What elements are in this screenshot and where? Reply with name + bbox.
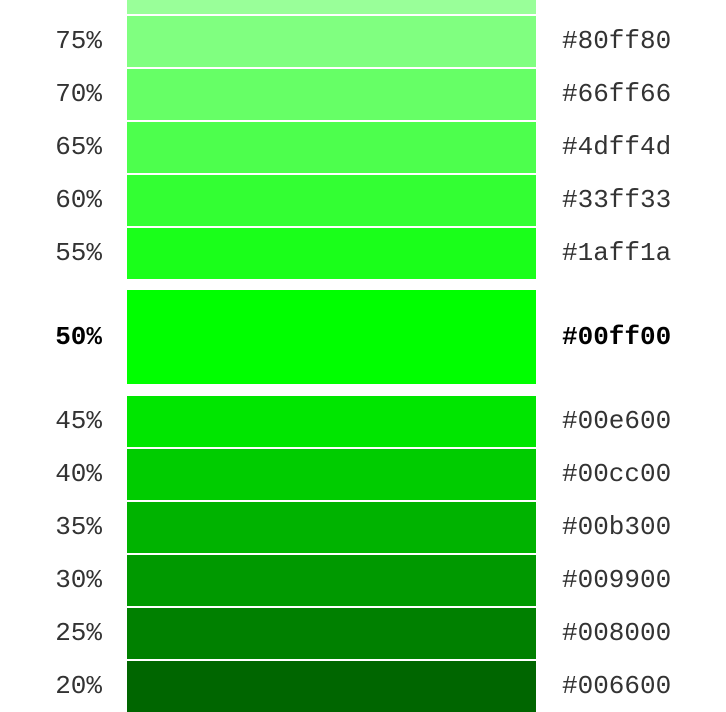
- percent-label: 75%: [55, 26, 102, 56]
- swatch-row-30: 30% #009900: [0, 555, 726, 606]
- percent-label: 25%: [55, 618, 102, 648]
- swatch-row-45: 45% #00e600: [0, 396, 726, 447]
- percent-label-base: 50%: [55, 322, 102, 352]
- hex-code: #66ff66: [562, 79, 672, 109]
- color-swatch[interactable]: [127, 449, 536, 500]
- swatch-row-70: 70% #66ff66: [0, 69, 726, 120]
- color-swatch[interactable]: [127, 661, 536, 712]
- percent-label: 70%: [55, 79, 102, 109]
- hex-code: #4dff4d: [562, 132, 672, 162]
- hex-code: #006600: [562, 671, 672, 701]
- hex-code: #008000: [562, 618, 672, 648]
- percent-label: 20%: [55, 671, 102, 701]
- color-swatch[interactable]: [127, 16, 536, 67]
- swatch-row-60: 60% #33ff33: [0, 175, 726, 226]
- hex-code: #00cc00: [562, 459, 672, 489]
- percent-label: 30%: [55, 565, 102, 595]
- color-swatch[interactable]: [127, 396, 536, 447]
- swatch-row-40: 40% #00cc00: [0, 449, 726, 500]
- percent-label: 40%: [55, 459, 102, 489]
- swatch-row-75: 75% #80ff80: [0, 16, 726, 67]
- percent-label: 55%: [55, 238, 102, 268]
- swatch-row-25: 25% #008000: [0, 608, 726, 659]
- swatch-row-base: 50% #00ff00: [0, 290, 726, 384]
- color-swatch[interactable]: [127, 555, 536, 606]
- hex-code: #1aff1a: [562, 238, 672, 268]
- hex-code: #009900: [562, 565, 672, 595]
- color-swatch[interactable]: [127, 122, 536, 173]
- percent-label: 35%: [55, 512, 102, 542]
- base-color-swatch[interactable]: [127, 290, 536, 384]
- color-swatch[interactable]: [127, 228, 536, 279]
- percent-label: 45%: [55, 406, 102, 436]
- color-swatch[interactable]: [127, 69, 536, 120]
- percent-label: 65%: [55, 132, 102, 162]
- hex-code: #33ff33: [562, 185, 672, 215]
- percent-label: 60%: [55, 185, 102, 215]
- color-swatch[interactable]: [127, 502, 536, 553]
- swatch-row-20: 20% #006600: [0, 661, 726, 712]
- hex-code: #80ff80: [562, 26, 672, 56]
- hex-code-base: #00ff00: [562, 322, 672, 352]
- color-swatch[interactable]: [127, 0, 536, 14]
- swatch-row-65: 65% #4dff4d: [0, 122, 726, 173]
- hex-code: #00e600: [562, 406, 672, 436]
- swatch-row-35: 35% #00b300: [0, 502, 726, 553]
- color-swatch[interactable]: [127, 608, 536, 659]
- hex-code: #00b300: [562, 512, 672, 542]
- color-swatch[interactable]: [127, 175, 536, 226]
- swatch-row-55: 55% #1aff1a: [0, 228, 726, 279]
- swatch-row-80: [0, 0, 726, 14]
